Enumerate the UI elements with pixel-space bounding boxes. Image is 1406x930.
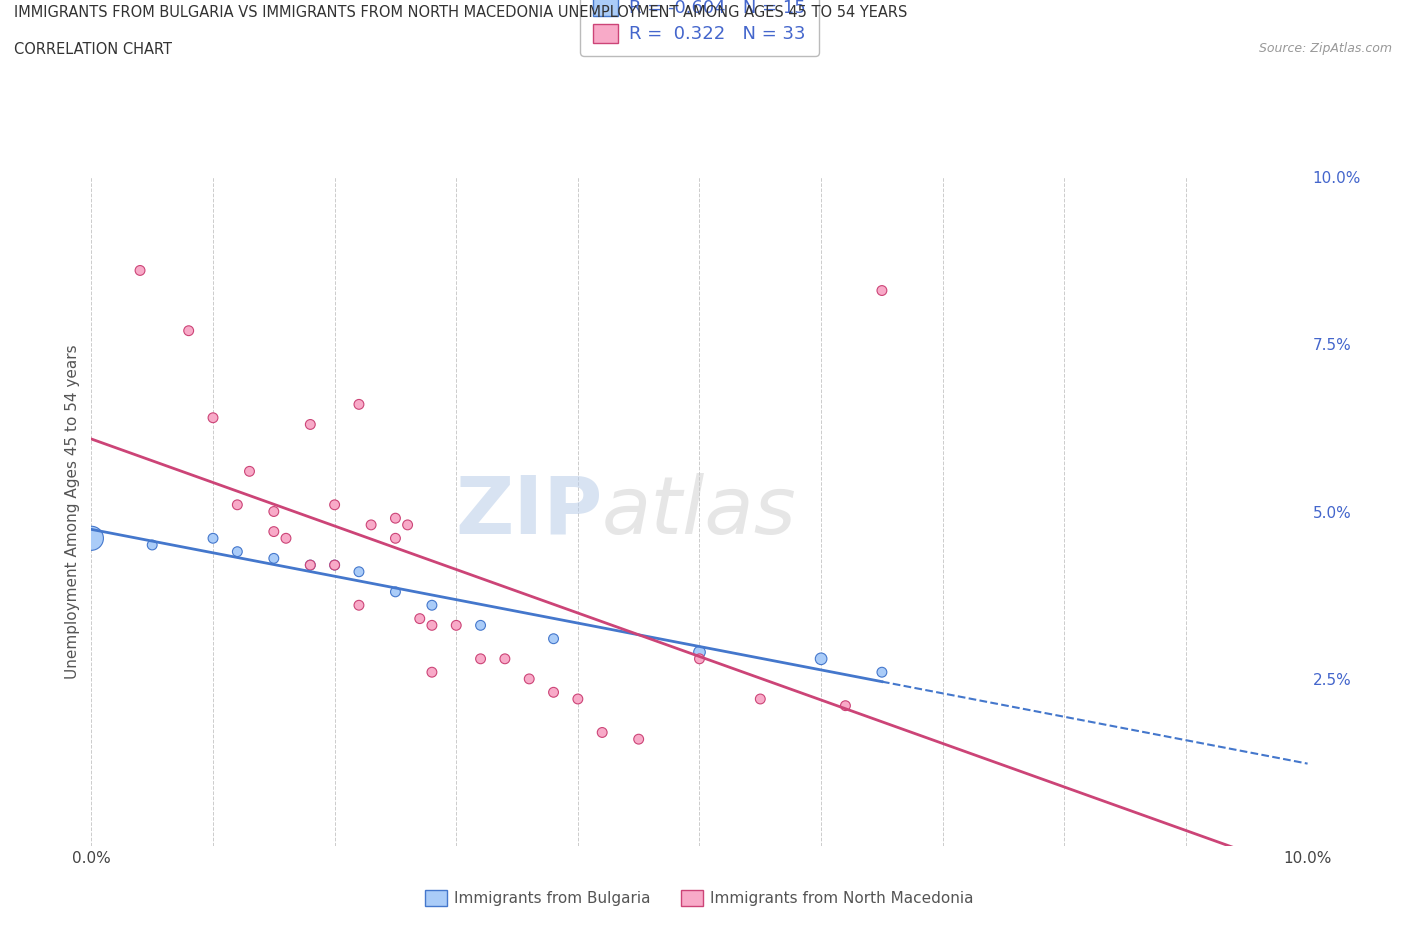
Point xyxy=(323,558,346,573)
Text: atlas: atlas xyxy=(602,472,797,551)
Point xyxy=(420,598,443,613)
Point xyxy=(263,525,285,539)
Point xyxy=(749,692,772,707)
Point xyxy=(444,618,467,632)
Point xyxy=(177,324,200,339)
Point xyxy=(202,531,225,546)
Point xyxy=(810,651,832,666)
Point xyxy=(470,651,492,666)
Point xyxy=(299,558,322,573)
Point xyxy=(543,631,565,646)
Point xyxy=(347,598,370,613)
Point xyxy=(384,511,406,525)
Point xyxy=(494,651,516,666)
Text: IMMIGRANTS FROM BULGARIA VS IMMIGRANTS FROM NORTH MACEDONIA UNEMPLOYMENT AMONG A: IMMIGRANTS FROM BULGARIA VS IMMIGRANTS F… xyxy=(14,5,907,20)
Point xyxy=(80,531,103,546)
Point xyxy=(323,498,346,512)
Point xyxy=(299,558,322,573)
Point xyxy=(323,558,346,573)
Point xyxy=(360,517,382,532)
Point xyxy=(263,504,285,519)
Point xyxy=(870,283,893,298)
Text: CORRELATION CHART: CORRELATION CHART xyxy=(14,42,172,57)
Point xyxy=(396,517,419,532)
Y-axis label: Unemployment Among Ages 45 to 54 years: Unemployment Among Ages 45 to 54 years xyxy=(65,344,80,679)
Point xyxy=(543,684,565,699)
Legend: Immigrants from Bulgaria, Immigrants from North Macedonia: Immigrants from Bulgaria, Immigrants fro… xyxy=(419,884,980,912)
Point xyxy=(226,498,249,512)
Point xyxy=(420,618,443,632)
Point xyxy=(129,263,152,278)
Point xyxy=(591,725,613,740)
Point xyxy=(274,531,297,546)
Point xyxy=(409,611,432,626)
Point xyxy=(517,671,540,686)
Point xyxy=(470,618,492,632)
Point xyxy=(688,651,710,666)
Point xyxy=(347,565,370,579)
Point xyxy=(384,531,406,546)
Point xyxy=(263,551,285,565)
Point xyxy=(141,538,163,552)
Point xyxy=(384,584,406,599)
Point xyxy=(226,544,249,559)
Point xyxy=(202,410,225,425)
Point xyxy=(420,665,443,680)
Point xyxy=(299,417,322,432)
Point xyxy=(870,665,893,680)
Point xyxy=(834,698,856,713)
Point xyxy=(347,397,370,412)
Point xyxy=(567,692,589,707)
Point xyxy=(238,464,260,479)
Text: ZIP: ZIP xyxy=(456,472,602,551)
Text: Source: ZipAtlas.com: Source: ZipAtlas.com xyxy=(1258,42,1392,55)
Point xyxy=(627,732,650,747)
Point xyxy=(688,644,710,659)
